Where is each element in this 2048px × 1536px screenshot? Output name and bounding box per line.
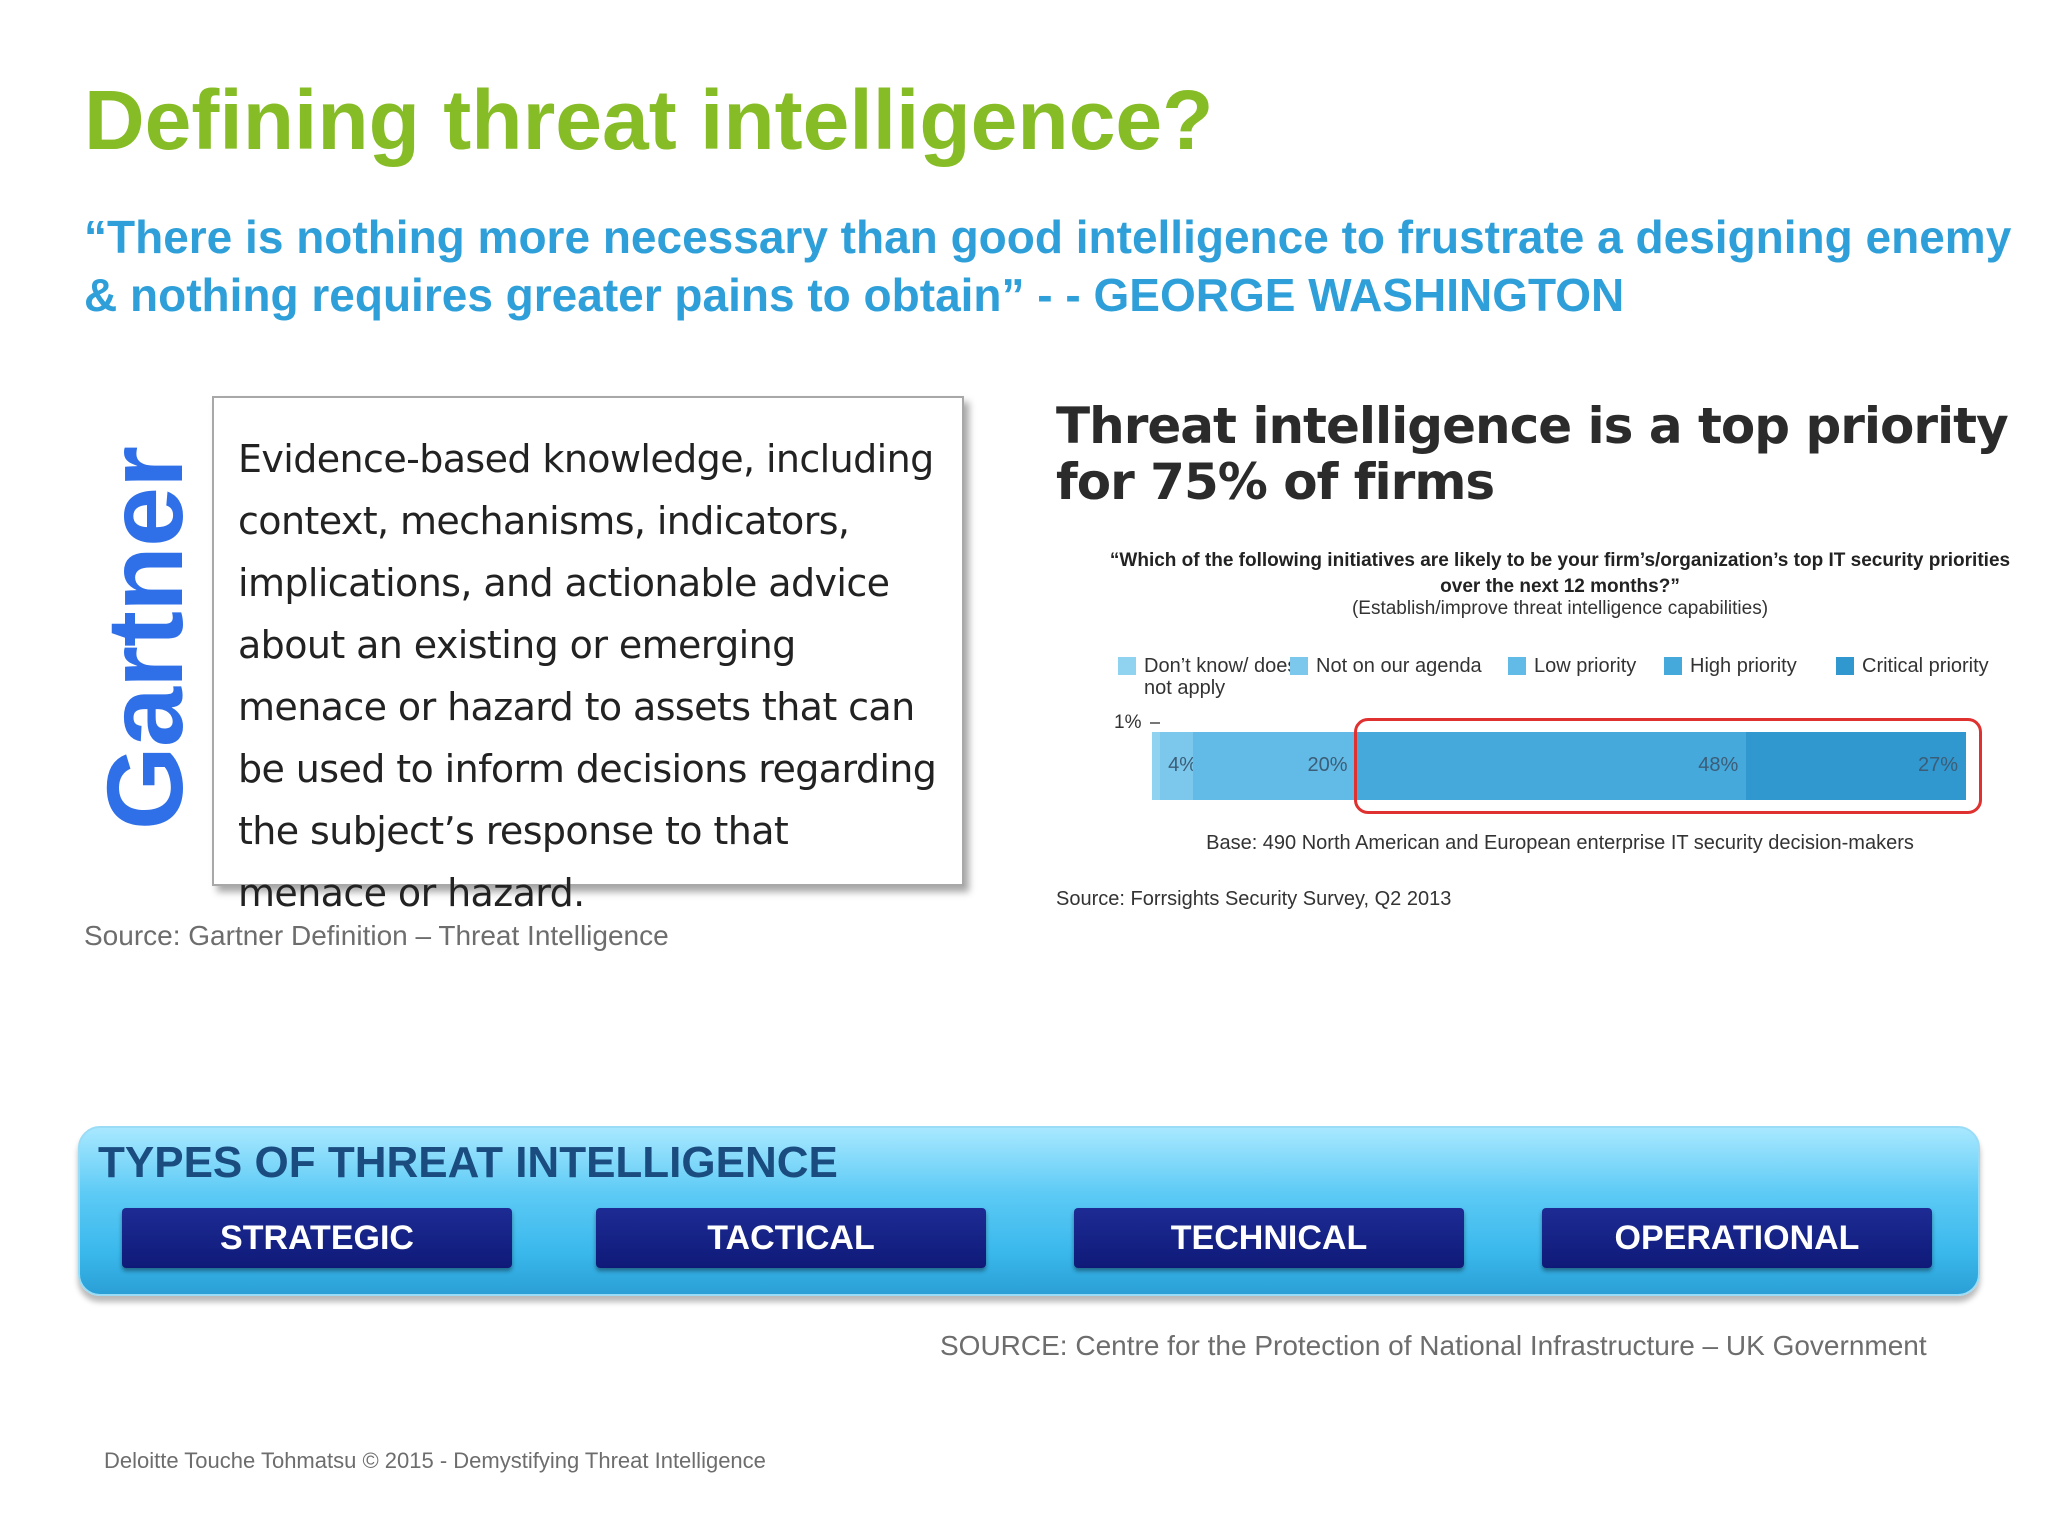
chart-question-note: (Establish/improve threat intelligence c… [1351,598,1769,619]
legend-label: Don’t know/ does not apply [1144,655,1298,699]
legend-item-dont-know: Don’t know/ does not apply [1118,655,1298,699]
bar-value-label: 27% [1918,754,1959,776]
legend-item-not-on-agenda: Not on our agenda [1290,655,1482,677]
chart-base-note: Base: 490 North American and European en… [1206,832,1914,854]
type-button-strategic[interactable]: STRATEGIC [122,1208,512,1268]
bar-value-label: 4% [1168,754,1198,776]
legend-swatch [1508,657,1526,675]
gartner-source: Source: Gartner Definition – Threat Inte… [84,920,669,951]
legend-swatch [1836,657,1854,675]
legend-label: Critical priority [1862,655,1989,677]
legend-item-low-priority: Low priority [1508,655,1636,677]
bar-value-label: 20% [1307,754,1348,776]
gartner-definition-text: Evidence-based knowledge, including cont… [238,437,937,915]
bar-label-dont-know: 1% [1114,712,1142,733]
bar-value-label: 48% [1698,754,1739,776]
type-button-tactical[interactable]: TACTICAL [596,1208,986,1268]
bar-segment [1160,732,1193,800]
bar-segment [1746,732,1966,800]
legend-swatch [1118,657,1136,675]
slide-title: Defining threat intelligence? [84,73,1214,167]
legend-swatch [1664,657,1682,675]
stacked-bar: 4% 20% 48% 27% [1152,732,1966,800]
type-button-operational[interactable]: OPERATIONAL [1542,1208,1932,1268]
footer: Deloitte Touche Tohmatsu © 2015 - Demyst… [104,1448,766,1473]
legend-swatch [1290,657,1308,675]
washington-quote: “There is nothing more necessary than go… [84,211,2012,321]
type-button-technical[interactable]: TECHNICAL [1074,1208,1464,1268]
gartner-logo: Gartner [85,446,206,829]
legend-label: Not on our agenda [1316,655,1482,677]
gartner-definition-box: Evidence-based knowledge, including cont… [212,396,964,915]
chart-source: Source: Forrsights Security Survey, Q2 2… [1056,888,1452,910]
legend-item-critical-priority: Critical priority [1836,655,1989,677]
bar-segment [1192,732,1356,800]
legend-label: High priority [1690,655,1797,677]
chart-title: Threat intelligence is a top priority fo… [1056,397,2009,511]
bar-segment [1152,732,1161,800]
gartner-logo-text: Gartner [84,446,206,830]
chart-question: “Which of the following initiatives are … [1109,550,2011,597]
types-source: SOURCE: Centre for the Protection of Nat… [940,1330,1927,1361]
highlight-box [1354,718,1982,814]
bar-segment [1355,732,1747,800]
legend-label: Low priority [1534,655,1637,677]
legend-item-high-priority: High priority [1664,655,1797,677]
types-heading: TYPES OF THREAT INTELLIGENCE [98,1138,838,1187]
bar-label-tick [1150,722,1160,724]
